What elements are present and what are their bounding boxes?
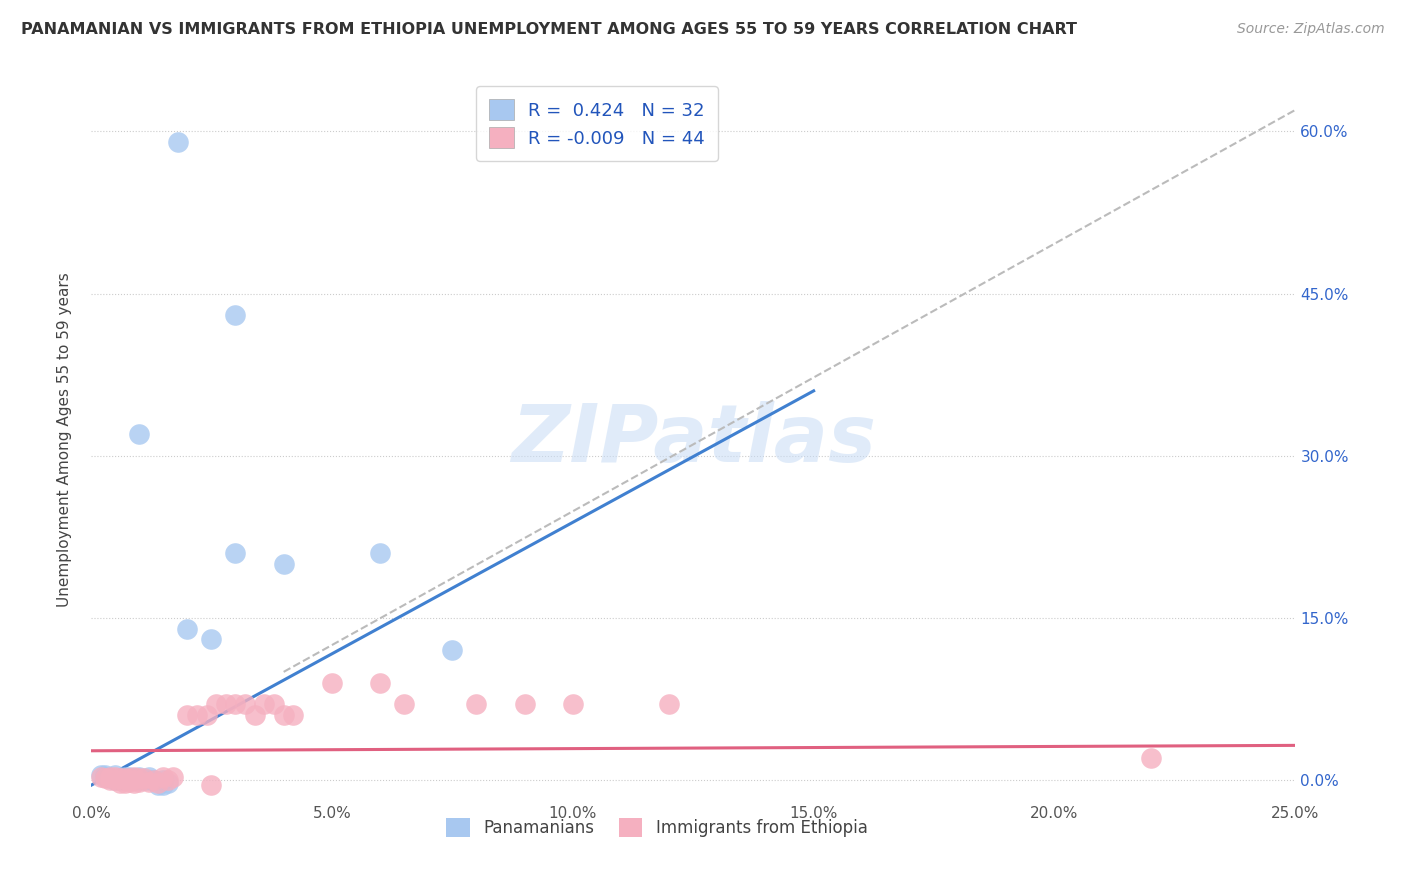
Point [148,778,170,792]
Point [128,771,150,785]
Point [273,557,295,571]
Point [200,778,222,792]
Point [205,698,228,712]
Point [108,776,131,790]
Point [114,772,136,787]
Point [441,643,464,657]
Point [283,708,305,723]
Point [186,708,208,723]
Text: Source: ZipAtlas.com: Source: ZipAtlas.com [1237,22,1385,37]
Point [224,308,246,322]
Point [90,770,112,784]
Point [200,632,222,647]
Point [561,698,583,712]
Point [124,770,146,784]
Point [142,772,165,787]
Point [118,775,141,789]
Point [114,776,136,790]
Point [152,778,174,792]
Point [104,772,127,787]
Point [108,771,131,785]
Point [658,698,681,712]
Point [104,772,127,787]
Point [128,772,150,787]
Point [195,708,218,723]
Point [128,775,150,789]
Point [215,698,238,712]
Point [166,136,188,150]
Point [176,622,198,636]
Point [132,772,155,787]
Point [118,770,141,784]
Point [124,771,146,785]
Point [513,698,536,712]
Point [98,772,121,787]
Point [253,698,276,712]
Point [138,772,160,787]
Legend: Panamanians, Immigrants from Ethiopia: Panamanians, Immigrants from Ethiopia [440,812,875,844]
Point [465,698,488,712]
Point [243,708,266,723]
Point [118,771,141,785]
Text: PANAMANIAN VS IMMIGRANTS FROM ETHIOPIA UNEMPLOYMENT AMONG AGES 55 TO 59 YEARS CO: PANAMANIAN VS IMMIGRANTS FROM ETHIOPIA U… [21,22,1077,37]
Point [152,770,174,784]
Point [98,770,121,784]
Point [128,427,150,442]
Point [94,767,117,781]
Point [273,708,295,723]
Point [157,772,180,787]
Point [157,776,180,790]
Point [138,775,160,789]
Point [368,675,391,690]
Point [104,767,127,781]
Point [90,767,112,781]
Point [118,772,141,787]
Point [162,770,184,784]
Point [132,771,155,785]
Point [138,770,160,784]
Point [124,772,146,787]
Point [263,698,285,712]
Point [114,771,136,785]
Y-axis label: Unemployment Among Ages 55 to 59 years: Unemployment Among Ages 55 to 59 years [58,272,72,607]
Point [98,771,121,785]
Point [224,698,246,712]
Point [368,546,391,560]
Point [152,772,174,787]
Point [224,546,246,560]
Point [94,771,117,785]
Point [176,708,198,723]
Point [128,770,150,784]
Point [124,776,146,790]
Point [392,698,415,712]
Point [321,675,343,690]
Point [142,772,165,787]
Point [108,772,131,787]
Point [233,698,256,712]
Point [104,770,127,784]
Point [114,770,136,784]
Point [94,770,117,784]
Point [1140,751,1163,765]
Text: ZIPatlas: ZIPatlas [510,401,876,478]
Point [148,776,170,790]
